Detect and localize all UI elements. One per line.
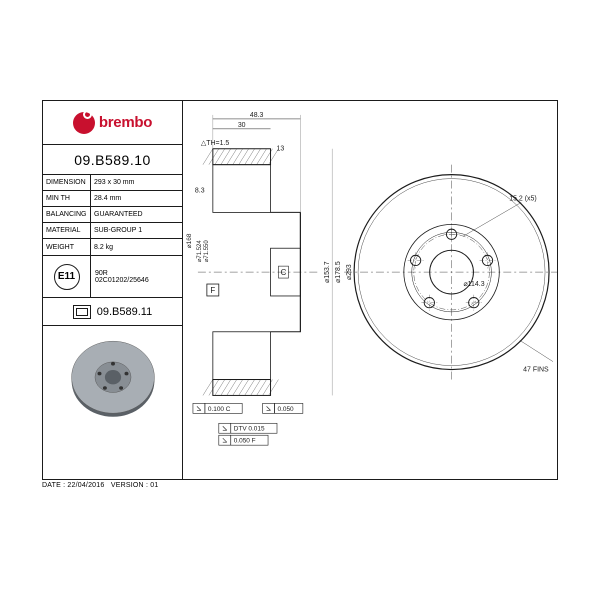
e11-value: 90R 02C01202/25646 xyxy=(91,256,182,297)
brand-text: brembo xyxy=(99,114,152,131)
spec-label: WEIGHT xyxy=(43,239,91,255)
spec-label: MIN TH xyxy=(43,191,91,206)
brand-logo: brembo xyxy=(43,101,182,145)
svg-text:⌀153.7: ⌀153.7 xyxy=(324,261,331,283)
svg-text:DTV 0.015: DTV 0.015 xyxy=(234,426,265,433)
spec-label: BALANCING xyxy=(43,207,91,222)
svg-text:C: C xyxy=(281,268,287,277)
svg-text:⌀178.5: ⌀178.5 xyxy=(335,261,342,283)
drawing-area: 48.3 30 △TH=1.5 13 8.3 ⌀168 ⌀71.524⌀71.550 F 0.1… xyxy=(183,101,557,479)
e11-line1: 90R xyxy=(95,270,178,277)
svg-text:△TH=1.5: △TH=1.5 xyxy=(201,140,229,147)
e11-line2: 02C01202/25646 xyxy=(95,277,178,284)
uv-coating-icon xyxy=(73,305,91,319)
svg-text:0.050: 0.050 xyxy=(277,406,294,413)
svg-text:⌀114.3: ⌀114.3 xyxy=(464,281,485,288)
spec-label: DIMENSION xyxy=(43,175,91,190)
svg-text:8.3: 8.3 xyxy=(195,188,205,195)
svg-text:15.2 (x5): 15.2 (x5) xyxy=(509,195,536,202)
spec-value: 293 x 30 mm xyxy=(91,175,182,190)
spec-value: GUARANTEED xyxy=(91,207,182,222)
spec-value: SUB-GROUP 1 xyxy=(91,223,182,238)
disc-render xyxy=(43,326,182,432)
svg-text:F: F xyxy=(210,286,215,295)
e11-circle-icon: E11 xyxy=(54,264,80,290)
svg-text:0.050 F: 0.050 F xyxy=(234,438,256,445)
alt-part-row: 09.B589.11 xyxy=(43,298,182,326)
drawing-sheet: brembo 09.B589.10 DIMENSION 293 x 30 mm … xyxy=(42,100,558,480)
svg-text:13: 13 xyxy=(277,146,285,153)
spec-value: 28.4 mm xyxy=(91,191,182,206)
svg-text:⌀71.524: ⌀71.524 xyxy=(197,240,203,262)
spec-row-balancing: BALANCING GUARANTEED xyxy=(43,207,182,223)
part-number: 09.B589.10 xyxy=(43,145,182,175)
brembo-dot-icon xyxy=(73,112,95,134)
svg-text:47 FINS: 47 FINS xyxy=(523,367,549,374)
e11-badge: E11 xyxy=(43,256,91,297)
spec-value: 8.2 kg xyxy=(91,239,182,255)
spec-row-minth: MIN TH 28.4 mm xyxy=(43,191,182,207)
spec-label: MATERIAL xyxy=(43,223,91,238)
footer-date: DATE : 22/04/2016 VERSION : 01 xyxy=(42,482,158,489)
title-block: brembo 09.B589.10 DIMENSION 293 x 30 mm … xyxy=(43,101,183,479)
spec-row-weight: WEIGHT 8.2 kg xyxy=(43,239,182,255)
svg-text:48.3: 48.3 xyxy=(250,112,264,119)
spec-row-dimension: DIMENSION 293 x 30 mm xyxy=(43,175,182,191)
svg-text:⌀71.550: ⌀71.550 xyxy=(204,240,210,262)
svg-text:⌀168: ⌀168 xyxy=(186,233,193,248)
alt-part-number: 09.B589.11 xyxy=(97,306,152,318)
spec-row-material: MATERIAL SUB-GROUP 1 xyxy=(43,223,182,239)
technical-drawing: 48.3 30 △TH=1.5 13 8.3 ⌀168 ⌀71.524⌀71.550 F 0.1… xyxy=(183,101,557,479)
e11-row: E11 90R 02C01202/25646 xyxy=(43,256,182,298)
svg-text:0.100 C: 0.100 C xyxy=(208,406,231,413)
disc-render-icon xyxy=(68,334,158,424)
spec-table: DIMENSION 293 x 30 mm MIN TH 28.4 mm BAL… xyxy=(43,175,182,256)
svg-text:30: 30 xyxy=(238,122,246,129)
